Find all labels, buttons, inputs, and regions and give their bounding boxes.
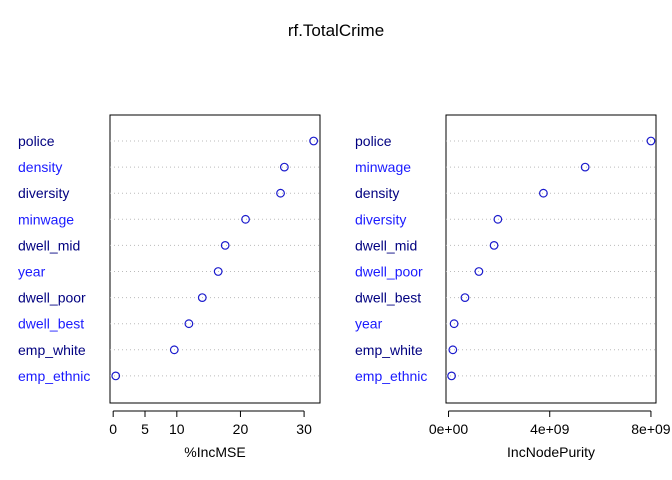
category-label: diversity xyxy=(355,211,406,227)
category-label: dwell_mid xyxy=(18,237,80,253)
data-point xyxy=(309,136,319,146)
data-point xyxy=(169,345,179,355)
data-point xyxy=(460,293,470,303)
x-tick-label: 20 xyxy=(233,421,249,437)
x-axis-title: IncNodePurity xyxy=(507,444,595,460)
data-point xyxy=(474,267,484,276)
category-label: dwell_best xyxy=(18,316,84,332)
data-point xyxy=(213,267,223,276)
category-label: diversity xyxy=(18,185,69,201)
data-point xyxy=(539,188,548,198)
category-label: emp_ethnic xyxy=(18,368,90,384)
data-point xyxy=(184,319,194,329)
data-point xyxy=(448,345,458,355)
plot-frame xyxy=(109,114,321,404)
data-point xyxy=(276,188,285,198)
x-tick-label: 5 xyxy=(141,421,149,437)
category-label: year xyxy=(18,264,46,280)
panel-incnodepurity: police minwage density diversity dwell_middw… xyxy=(355,114,671,460)
data-point xyxy=(493,214,503,224)
data-point xyxy=(447,371,456,381)
data-point xyxy=(220,240,230,250)
data-point xyxy=(279,162,289,172)
data-point xyxy=(197,293,207,303)
category-label: police xyxy=(18,133,55,149)
x-tick-label: 30 xyxy=(296,421,312,437)
data-point xyxy=(646,136,656,146)
plot-frame xyxy=(445,114,657,404)
category-label: dwell_poor xyxy=(18,290,86,306)
x-tick-label: 0 xyxy=(109,421,117,437)
category-label: year xyxy=(355,316,383,332)
category-label: police xyxy=(355,133,392,149)
x-tick-label: 4e+09 xyxy=(530,421,570,437)
category-label: density xyxy=(18,159,62,175)
data-point xyxy=(111,371,121,381)
x-tick-label: 10 xyxy=(169,421,185,437)
data-point xyxy=(489,240,499,250)
category-label: minwage xyxy=(355,159,411,175)
x-tick-label: 8e+09 xyxy=(631,421,671,437)
category-label: dwell_poor xyxy=(355,264,423,280)
data-point xyxy=(580,162,590,172)
x-tick-label: 0e+00 xyxy=(429,421,469,437)
category-label: dwell_best xyxy=(355,290,421,306)
chart-title: rf.TotalCrime xyxy=(288,21,384,40)
category-label: dwell_mid xyxy=(355,237,417,253)
category-label: emp_ethnic xyxy=(355,368,427,384)
category-label: emp_white xyxy=(355,342,423,358)
category-label: density xyxy=(355,185,399,201)
panel-incmse: police density diversity minwage dwell_midye… xyxy=(18,114,321,460)
x-axis-title: %IncMSE xyxy=(184,444,245,460)
category-label: emp_white xyxy=(18,342,86,358)
category-label: minwage xyxy=(18,211,74,227)
data-point xyxy=(449,319,459,329)
data-point xyxy=(241,214,250,224)
